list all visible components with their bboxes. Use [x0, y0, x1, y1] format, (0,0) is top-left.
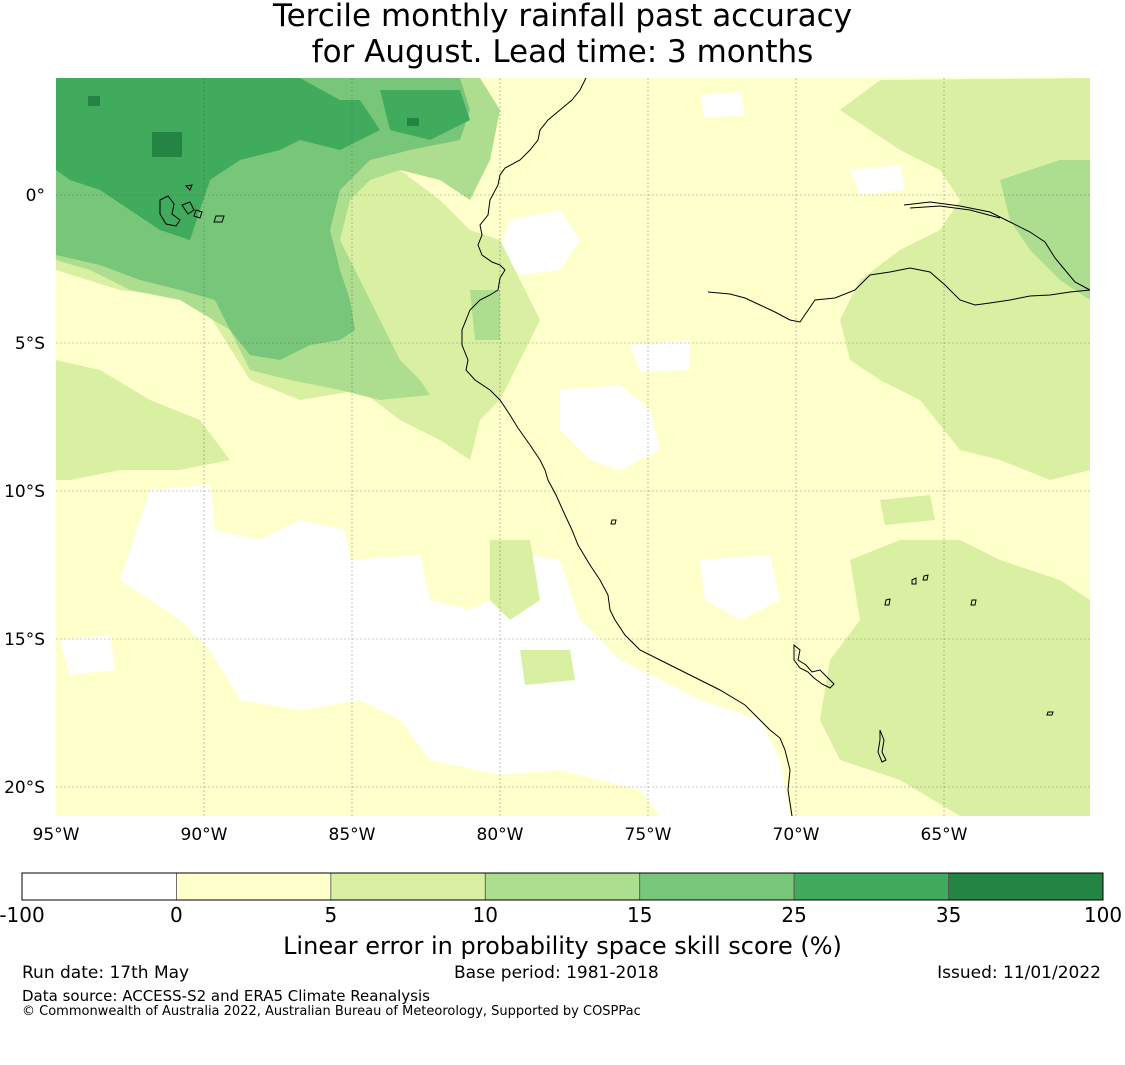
- skill-region-35-100-a: [152, 132, 182, 157]
- base-period: Base period: 1981-2018: [454, 963, 659, 983]
- colorbar-tick-label-7: 100: [1084, 903, 1122, 927]
- data-source: Data source: ACCESS-S2 and ERA5 Climate …: [22, 987, 430, 1005]
- lat-label-10s: 10°S: [4, 482, 45, 502]
- colorbar-tick-label-4: 15: [627, 903, 652, 927]
- small-lakes: [610, 519, 1054, 763]
- colorbar-tick-label-3: 10: [473, 903, 498, 927]
- lat-label-0: 0°: [26, 186, 45, 206]
- skill-region-negative-coast-central: [560, 385, 660, 470]
- colorbar-bin-3: [484, 872, 641, 901]
- issued-date: Issued: 11/01/2022: [937, 963, 1101, 983]
- skill-region-negative-east-b: [700, 92, 745, 118]
- colorbar-tick-label-1: 0: [170, 903, 183, 927]
- copyright: © Commonwealth of Australia 2022, Austra…: [22, 1004, 641, 1019]
- lon-label-90w: 90°W: [181, 825, 228, 845]
- coastline: [461, 78, 793, 816]
- colorbar-tick-label-5: 25: [781, 903, 806, 927]
- colorbar-bin-4: [639, 872, 795, 901]
- colorbar-bin-2: [330, 872, 486, 901]
- colorbar-tick-label-6: 35: [936, 903, 961, 927]
- skill-region-negative-north: [500, 210, 580, 275]
- lon-label-70w: 70°W: [773, 825, 820, 845]
- colorbar-tick-label-0: -100: [0, 903, 45, 927]
- lat-label-5s: 5°S: [15, 334, 45, 354]
- map-gridlines: [56, 78, 1090, 816]
- galapagos-islands: [159, 184, 225, 227]
- colorbar: -100 0 5 10 15 25 35 100: [0, 872, 1122, 927]
- skill-region-25-35-c: [380, 90, 470, 140]
- lon-label-80w: 80°W: [477, 825, 524, 845]
- lat-label-20s: 20°S: [4, 778, 45, 798]
- skill-region-35-100-c: [407, 118, 419, 126]
- map-title-line-1: Tercile monthly rainfall past accuracy: [272, 0, 853, 34]
- colorbar-bin-6: [948, 872, 1104, 901]
- skill-region-5-10-inland: [880, 495, 935, 525]
- lat-label-15s: 15°S: [4, 630, 45, 650]
- map-area[interactable]: [56, 78, 1090, 816]
- skill-region-negative-inland-south: [700, 555, 780, 620]
- skill-region-5-10-coastal: [490, 540, 540, 620]
- skill-region-35-100-b: [88, 96, 100, 106]
- skill-region-negative-ocean-south: [120, 485, 790, 816]
- colorbar-bin-1: [176, 872, 332, 901]
- skill-region-25-35-b: [300, 100, 380, 150]
- skill-region-5-10-southeast: [820, 540, 1090, 816]
- skill-region-25-35: [56, 78, 340, 240]
- skill-region-10-15-east: [1000, 160, 1090, 300]
- colorbar-bin-0: [21, 872, 177, 901]
- colorbar-title: Linear error in probability space skill …: [283, 932, 842, 960]
- colorbar-tick-label-2: 5: [324, 903, 337, 927]
- lon-label-85w: 85°W: [329, 825, 376, 845]
- lake-titicaca: [793, 643, 835, 689]
- lon-label-95w: 95°W: [33, 825, 80, 845]
- run-date: Run date: 17th May: [22, 963, 190, 983]
- map-title-line-2: for August. Lead time: 3 months: [311, 34, 814, 70]
- rivers: [707, 201, 1090, 323]
- skill-region-5-10-south-central: [520, 650, 575, 685]
- skill-region-negative-west-patch: [60, 635, 115, 675]
- colorbar-bin-5: [793, 872, 949, 901]
- lon-label-75w: 75°W: [625, 825, 672, 845]
- skill-region-negative-east-c: [630, 340, 690, 372]
- colorbar-frame: [21, 872, 1104, 901]
- skill-region-negative-east-a: [850, 165, 905, 195]
- skill-region-5-10-west-south: [56, 360, 230, 480]
- lon-label-65w: 65°W: [921, 825, 968, 845]
